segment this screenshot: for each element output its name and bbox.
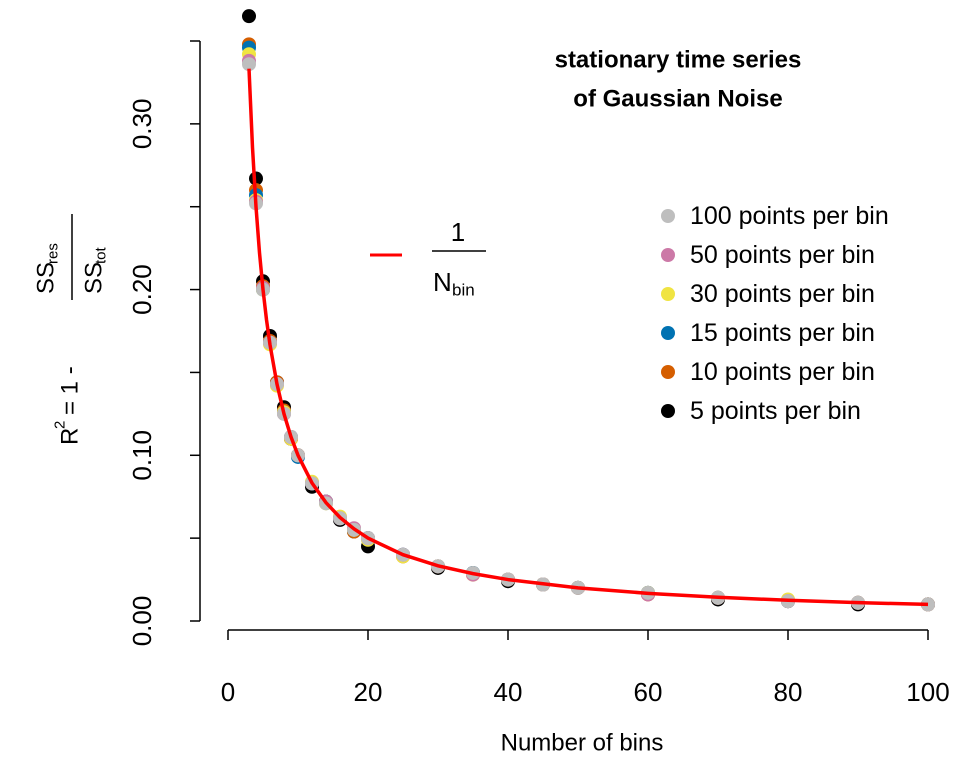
curve-legend-text: N [433, 267, 452, 297]
data-point [242, 9, 256, 24]
y-label-part: tot [93, 246, 110, 264]
y-tick-label: 0.20 [127, 264, 157, 315]
legend-marker [661, 365, 675, 379]
legend-marker [661, 209, 675, 223]
fit-curve [247, 68, 929, 607]
chart-title: stationary time series [555, 47, 802, 74]
legend-label: 30 points per bin [690, 280, 875, 308]
y-tick-label: 0.30 [127, 99, 157, 150]
x-tick-label: 60 [634, 677, 663, 707]
curve-legend-text: 1 [451, 217, 465, 247]
legend-label: 50 points per bin [690, 241, 875, 269]
x-tick-label: 80 [774, 677, 803, 707]
legend-label: 10 points per bin [690, 358, 875, 386]
x-tick-label: 20 [354, 677, 383, 707]
data-point [242, 57, 256, 72]
chart-title: of Gaussian Noise [573, 86, 782, 113]
y-label-part: SS [81, 262, 108, 294]
y-label-part: = 1 - [57, 366, 84, 415]
y-tick-label: 0.00 [127, 596, 157, 647]
legend-marker [661, 248, 675, 262]
x-axis-label: Number of bins [501, 730, 664, 757]
x-tick-label: 100 [906, 677, 949, 707]
legend-marker [661, 404, 675, 418]
y-tick-label: 0.10 [127, 430, 157, 481]
x-tick-label: 0 [221, 677, 235, 707]
y-label-part: 2 [52, 421, 69, 429]
legend-label: 5 points per bin [690, 397, 861, 425]
curve-legend-text: bin [452, 281, 475, 300]
y-axis-label: R 2 = 1 - SS res SS tot [33, 214, 110, 445]
y-label-part: SS [33, 262, 60, 294]
y-label-part: R [57, 428, 84, 445]
legend-label: 15 points per bin [690, 319, 875, 347]
legend-label: 100 points per bin [690, 202, 889, 230]
x-tick-label: 40 [494, 677, 523, 707]
legend-marker [661, 326, 675, 340]
legend-marker [661, 287, 675, 301]
y-label-part: res [45, 243, 62, 264]
